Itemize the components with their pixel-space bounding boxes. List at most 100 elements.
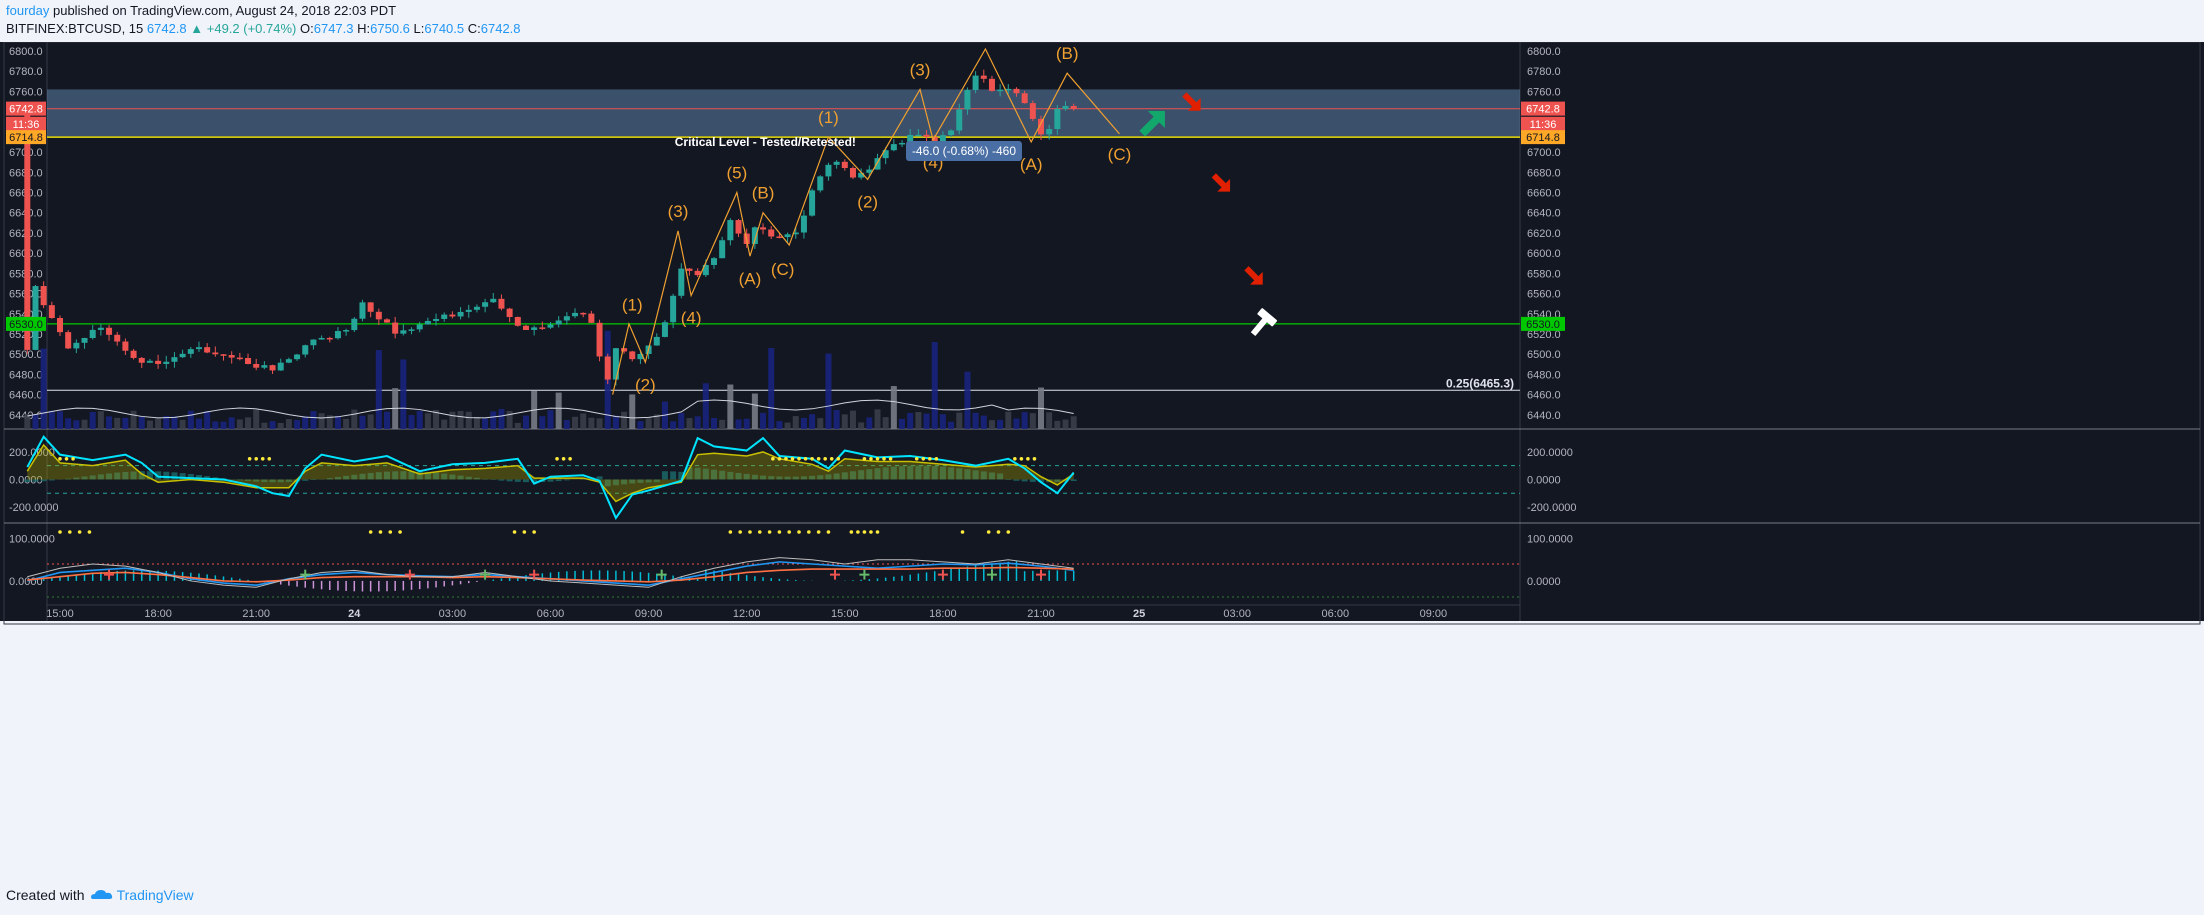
osc1-histogram-bar	[375, 472, 382, 480]
candle-body	[670, 295, 677, 323]
osc1-histogram-bar	[948, 467, 955, 480]
osc1-histogram-bar	[40, 479, 47, 482]
osc2-cross-marker	[986, 569, 997, 580]
osc1-signal-dot	[921, 456, 926, 461]
osc2-signal-dot	[757, 530, 762, 534]
wave-label: (2)	[635, 375, 656, 394]
osc1-signal-dot	[829, 456, 834, 461]
volume-bar	[179, 419, 186, 429]
volume-bar	[612, 415, 619, 429]
candle-body	[915, 134, 922, 137]
candle-body	[253, 363, 260, 368]
candle-body	[719, 240, 726, 259]
osc2-signal-dot	[1006, 530, 1011, 534]
critical-level-text: Critical Level - Tested/Retested!	[675, 135, 856, 149]
last-price-badge: 6742.8	[1526, 104, 1560, 116]
volume-bar	[980, 415, 987, 429]
candle-body	[212, 352, 219, 355]
osc1-histogram-bar	[482, 478, 489, 480]
candle-body	[343, 330, 350, 332]
osc1-histogram-bar	[498, 479, 505, 481]
candle-body	[400, 330, 407, 334]
candle-body	[367, 302, 374, 312]
candle-body	[612, 348, 619, 380]
osc1-histogram-bar	[171, 472, 178, 480]
osc2-signal-dot	[398, 530, 402, 534]
green-level-badge-bg	[1521, 316, 1565, 331]
candle-body	[849, 167, 856, 178]
candle-body	[1013, 88, 1020, 94]
price-tick-left: 6480.0	[9, 369, 43, 381]
osc1-signal-dot	[1019, 456, 1024, 461]
countdown-badge: 11:36	[1530, 119, 1557, 131]
osc1-signal-dot	[771, 456, 775, 461]
wave-label: (A)	[739, 269, 762, 288]
candle-body	[817, 176, 824, 191]
osc2-cross-marker	[404, 569, 415, 580]
candle-body	[65, 332, 72, 349]
volume-bar	[678, 413, 685, 429]
chart-canvas[interactable]: 6800.06800.06780.06780.06760.06760.06740…	[0, 42, 2204, 882]
volume-bar	[972, 412, 979, 429]
price-tick-right: 6560.0	[1527, 289, 1561, 301]
osc1-histogram-bar	[97, 474, 104, 480]
volume-bar	[473, 416, 480, 429]
candle-body	[563, 316, 570, 321]
osc1-histogram-bar	[343, 475, 350, 480]
candle-body	[531, 327, 538, 330]
osc2-cross-marker	[300, 569, 311, 580]
author-link[interactable]: fourday	[6, 3, 50, 18]
osc1-histogram-bar	[253, 479, 260, 482]
volume-bar	[253, 409, 260, 429]
tradingview-link[interactable]: TradingView	[116, 887, 194, 903]
candle-body	[1038, 118, 1044, 135]
osc1-histogram-bar	[792, 476, 799, 480]
volume-bar	[367, 414, 374, 429]
candle-body	[702, 265, 709, 276]
osc1-histogram-bar	[735, 472, 742, 480]
osc2-line	[27, 566, 1074, 583]
wave-label: (C)	[1108, 145, 1132, 164]
osc2-cross-marker	[1036, 569, 1046, 580]
candle-body	[1029, 103, 1036, 119]
volume-bar	[204, 411, 211, 429]
osc1-histogram-bar	[138, 471, 145, 480]
osc1-signal-dot	[561, 456, 566, 461]
volume-bar	[73, 420, 80, 429]
osc1-histogram-bar	[424, 472, 431, 480]
volume-bar	[825, 353, 832, 429]
osc1-histogram-bar	[604, 479, 611, 487]
volume-bar	[866, 417, 873, 429]
osc1-cci-line	[26, 435, 1075, 521]
osc1-histogram-bar	[809, 475, 816, 480]
osc1-histogram-bar	[269, 479, 276, 483]
yellow-level-badge-left: 6714.8	[9, 132, 43, 144]
osc1-histogram-bar	[65, 478, 72, 480]
osc1-histogram-bar	[89, 475, 96, 480]
volume-bar	[800, 417, 807, 429]
created-with-text: Created with	[6, 887, 85, 903]
volume-bar	[48, 410, 55, 429]
volume-bar	[1013, 418, 1020, 429]
price-tick-right: 6800.0	[1527, 46, 1561, 58]
volume-bar	[424, 413, 431, 429]
osc1-signal-dot	[1032, 456, 1037, 461]
candle-body	[114, 334, 121, 342]
osc1-histogram-bar	[236, 479, 243, 481]
volume-bar	[106, 416, 113, 429]
osc2-tick-right: 0.0000	[1527, 576, 1561, 588]
candle-body	[727, 220, 734, 241]
osc1-histogram-bar	[547, 479, 554, 482]
volume-bar	[629, 394, 636, 429]
volume-bar	[220, 421, 227, 429]
osc1-histogram-bar	[146, 471, 153, 480]
osc1-histogram-bar	[24, 479, 31, 483]
volume-bar	[809, 414, 816, 429]
candle-body	[506, 308, 513, 318]
candle-body	[694, 270, 701, 276]
candle-body	[392, 322, 399, 334]
candle-body	[106, 327, 113, 335]
candle-body	[997, 89, 1004, 92]
wave-label: (A)	[1020, 155, 1043, 174]
volume-bar	[874, 409, 881, 429]
